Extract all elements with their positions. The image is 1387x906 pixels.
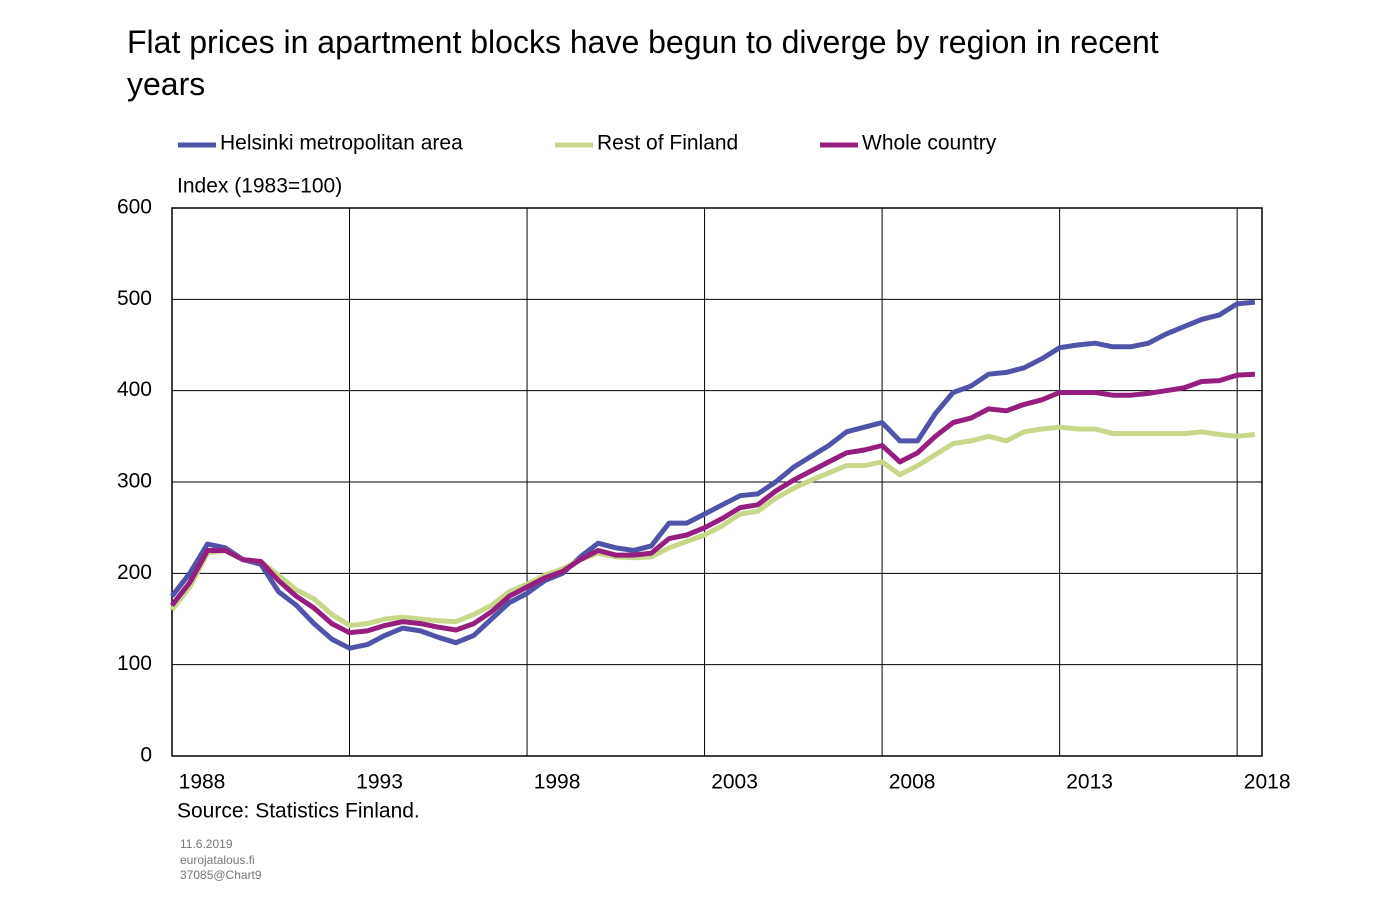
series-line [170,424,1256,628]
x-tick-label: 2003 [711,771,758,794]
y-tick-label: 300 [117,470,152,493]
legend-label: Whole country [862,132,997,155]
footnote: 11.6.2019 [180,837,233,851]
series-line [170,371,1256,636]
x-tick-label: 2018 [1244,771,1291,794]
y-tick-label: 100 [117,652,152,675]
y-tick-label: 200 [117,561,152,584]
y-axis-label: Index (1983=100) [177,175,342,198]
x-tick-label: 1998 [534,771,581,794]
series-line [170,299,1256,651]
plot-frame [171,207,1263,757]
y-tick-label: 0 [140,744,152,767]
footnote: eurojatalous.fi [180,853,255,867]
y-tick-label: 400 [117,378,152,401]
x-tick-label: 1993 [356,771,403,794]
x-tick-label: 2008 [889,771,936,794]
y-tick-label: 500 [117,287,152,310]
legend-label: Rest of Finland [597,132,738,155]
source: Source: Statistics Finland. [177,800,420,823]
chart-title: Flat prices in apartment blocks have beg… [127,24,1159,102]
y-tick-label: 600 [117,196,152,219]
x-tick-label: 2013 [1066,771,1113,794]
legend-label: Helsinki metropolitan area [220,132,463,155]
footnote: 37085@Chart9 [180,868,262,882]
x-tick-label: 1988 [179,771,226,794]
